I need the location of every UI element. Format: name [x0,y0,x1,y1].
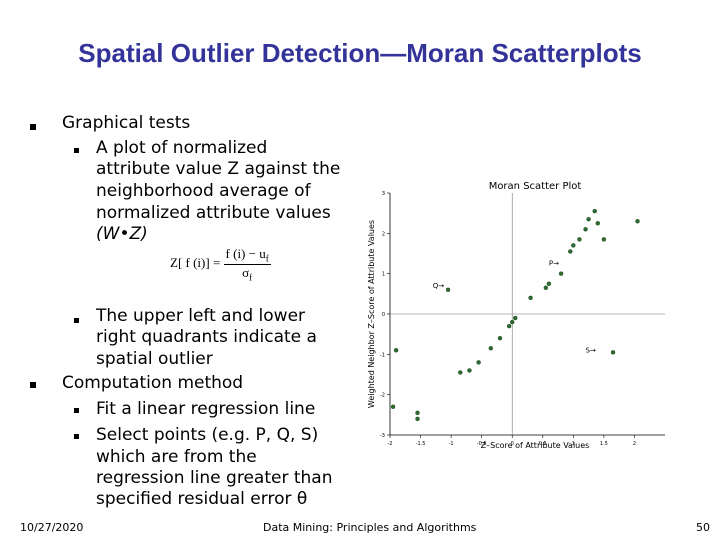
x-tick-label: 2 [633,441,636,447]
sub-bullet-plot-line4: normalized attribute values [96,203,331,223]
point-annotation: S→ [586,346,596,354]
data-point [635,219,640,224]
data-point [488,346,494,351]
data-point [592,208,597,214]
sub-bullet-select-line1: Select points (e.g. P, Q, S) [96,425,319,445]
y-tick-label: -1 [380,352,385,358]
x-tick-label: -2 [388,441,393,447]
sub-bullet-quadrants-line2: right quadrants indicate a [96,327,317,347]
data-point [415,416,420,422]
sub-bullet-plot-line3: neighborhood average of [96,181,311,201]
footer-date: 10/27/2020 [20,521,84,534]
y-tick-label: 2 [382,231,385,237]
x-tick-label: 0 [511,441,514,447]
data-point [558,271,564,276]
bullet-square-icon [30,382,36,388]
sub-bullet-quadrants-line3: spatial outlier [96,349,213,369]
data-point [543,285,549,290]
x-tick-label: 1.5 [600,441,608,447]
chart-title: Moran Scatter Plot [489,181,582,192]
footer-course: Data Mining: Principles and Algorithms [263,521,477,534]
formula-lhs: Z[ f (i)] = [170,255,221,271]
sub-bullet-square-icon [74,434,79,439]
data-point [568,249,573,254]
data-point [528,295,533,301]
data-point [546,281,552,286]
sub-bullet-plot-line1: A plot of normalized [96,138,268,158]
sub-bullet-select-line3: regression line greater than [96,468,333,488]
x-tick-label: 0.5 [539,441,547,447]
formula-denominator: σf [242,264,253,283]
point-annotation: Q→ [433,282,445,290]
formula-fraction: f (i) − uf σf [223,246,271,283]
moran-scatter-plot: Moran Scatter Plot -2 -1.5 -1 -0.5 0 0.5 1 1.5 2 -… [367,181,665,450]
formula-numerator: f (i) − uf [223,246,271,265]
data-point [497,335,503,341]
bullet-square-icon [30,124,36,130]
slide-title: Spatial Outlier Detection—Moran Scatterp… [78,38,642,68]
sub-bullet-square-icon [74,408,79,413]
data-point [610,350,616,355]
data-point [393,348,399,353]
bullet-graphical-tests: Graphical tests [62,113,191,133]
y-tick-label: 3 [382,191,385,197]
sub-bullet-select-line4: specified residual error θ [96,489,308,509]
sub-bullet-plot-line2: attribute value Z against the [96,159,341,179]
y-tick-label: 0 [382,312,385,318]
y-tick-label: -2 [380,393,385,399]
data-point [445,287,451,293]
data-point [467,368,472,373]
sub-bullet-quadrants-line1: The upper left and lower [96,306,306,326]
sub-bullet-square-icon [74,318,79,323]
data-point [510,319,515,325]
data-point [595,221,600,226]
x-tick-label: -0.5 [477,441,487,447]
x-axis-label: Z–Score of Attribute Values [481,441,590,450]
sub-bullet-regression: Fit a linear regression line [96,399,316,419]
footer-page-number: 50 [696,521,710,534]
bullet-computation-method: Computation method [62,373,244,393]
data-point [458,370,463,375]
data-point [476,360,481,365]
y-tick-label: -3 [380,433,385,439]
data-point [583,227,588,232]
data-point [586,217,591,222]
data-point [513,315,518,321]
sub-bullet-square-icon [74,148,79,153]
y-axis-label: Weighted Neighbor Z–Score of Attribute V… [367,220,376,408]
x-tick-label: 1 [572,441,575,447]
y-tick-label: 1 [382,272,385,278]
data-point [577,237,582,242]
z-score-formula: Z[ f (i)] = f (i) − uf σf [170,246,271,282]
data-point [571,243,576,248]
x-tick-label: -1.5 [416,441,426,447]
data-point [506,323,512,329]
data-point [415,410,420,416]
data-point [390,404,396,409]
sub-bullet-select-line2: which are from the [96,447,257,467]
point-annotation: P→ [549,260,559,268]
sub-bullet-plot-line5: (W•Z) [96,224,148,244]
x-tick-label: -1 [449,441,454,447]
data-point [601,237,607,242]
